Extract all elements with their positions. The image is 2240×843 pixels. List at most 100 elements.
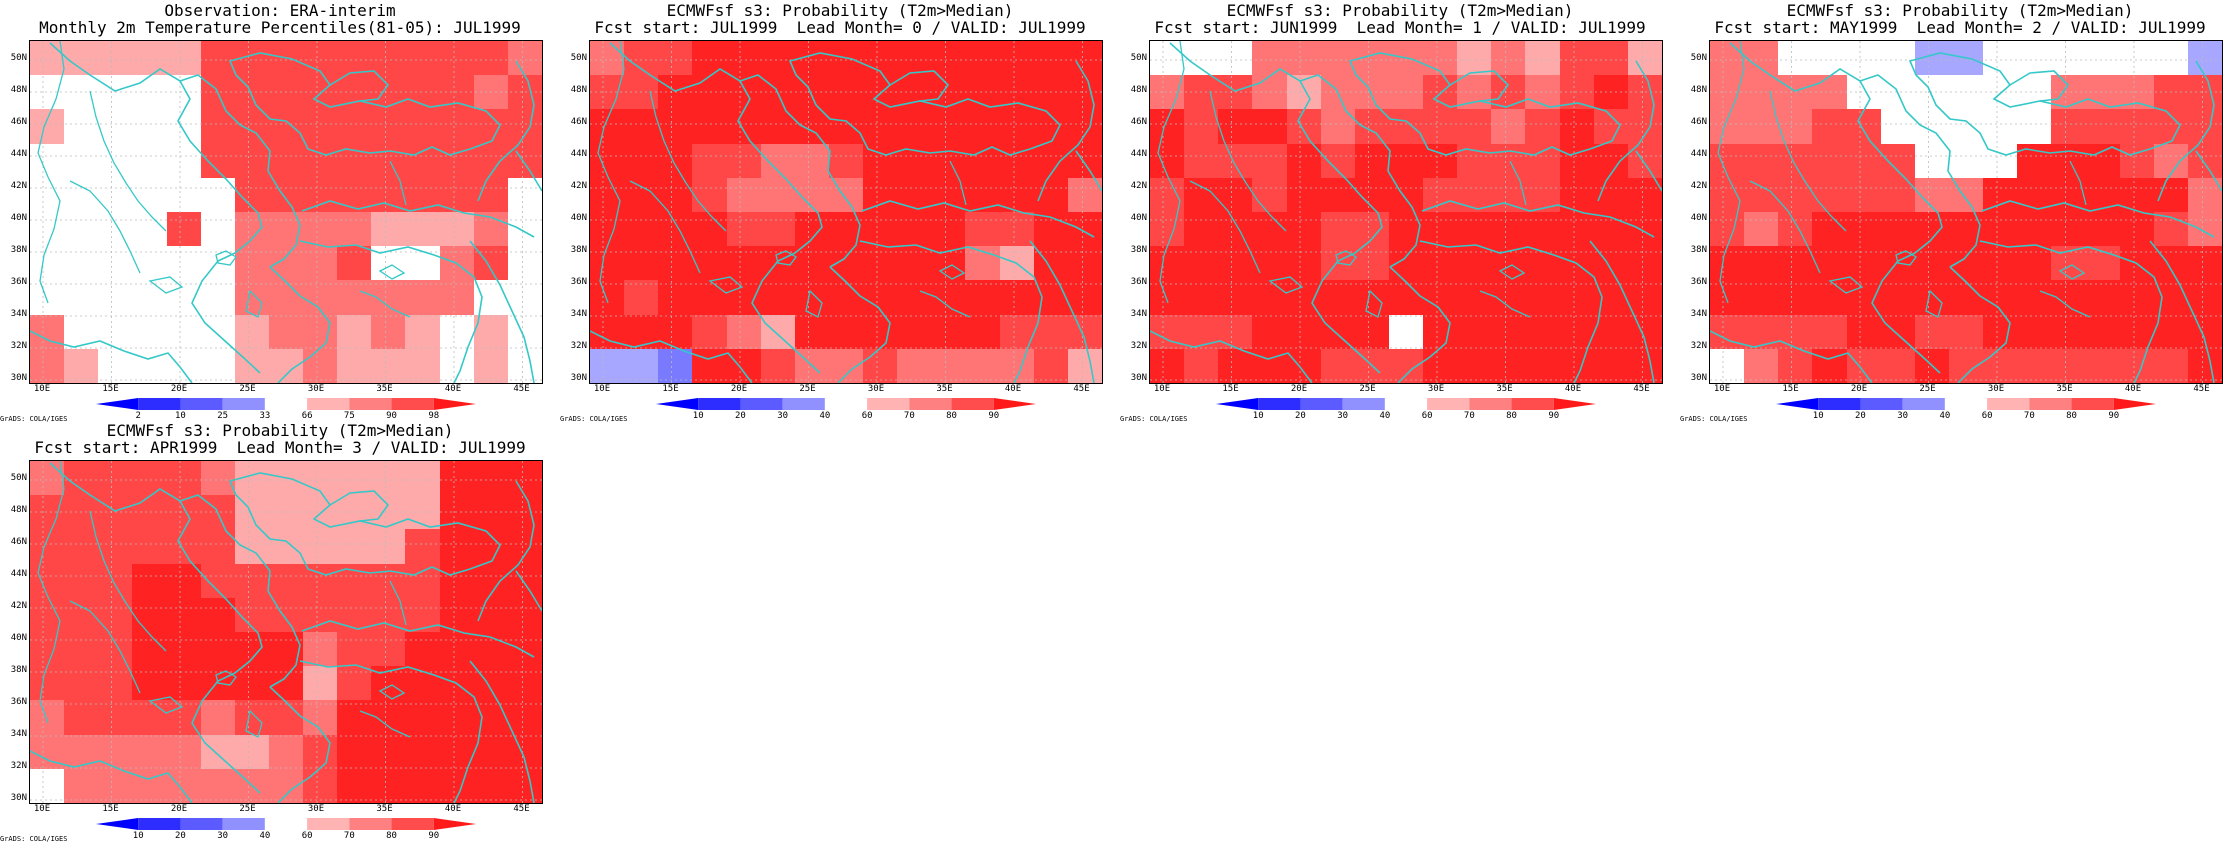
grid-cell bbox=[234, 734, 269, 769]
grid-cell bbox=[30, 700, 65, 735]
grid-cell bbox=[692, 143, 727, 178]
grid-cell bbox=[337, 109, 372, 144]
grid-cell bbox=[1184, 109, 1219, 144]
grid-cell bbox=[1491, 212, 1526, 247]
grid-cell bbox=[507, 529, 542, 564]
grid-cell bbox=[1880, 348, 1915, 383]
grid-cell bbox=[2085, 348, 2120, 383]
grid-cell bbox=[2153, 348, 2188, 383]
lat-tick-label: 32N bbox=[10, 341, 27, 351]
grid-cell bbox=[2187, 212, 2222, 247]
colorbar-segment bbox=[1776, 398, 1819, 410]
grid-cell bbox=[1948, 280, 1984, 315]
grid-cell bbox=[371, 734, 406, 769]
grid-cell bbox=[303, 768, 338, 803]
colorbar bbox=[96, 398, 476, 410]
lon-tick-label: 25E bbox=[239, 384, 256, 394]
colorbar bbox=[656, 398, 1036, 410]
grid-cell bbox=[473, 597, 508, 632]
grid-cell bbox=[268, 280, 304, 315]
colorbar-tick-label: 20 bbox=[1295, 411, 1306, 421]
grid-cell bbox=[1593, 143, 1628, 178]
colorbar-segment bbox=[138, 398, 181, 410]
colorbar-tick-label: 80 bbox=[386, 831, 397, 841]
lat-tick-label: 36N bbox=[10, 277, 27, 287]
grid-cell bbox=[473, 768, 508, 803]
colorbar-tick-label: 25 bbox=[217, 411, 229, 421]
grid-cell bbox=[1423, 177, 1458, 212]
grid-cell bbox=[1525, 280, 1560, 315]
colorbar-segment bbox=[138, 818, 181, 830]
grid-cell bbox=[405, 41, 440, 76]
lat-tick-label: 42N bbox=[1130, 181, 1147, 191]
colorbar-segment bbox=[264, 818, 308, 830]
grid-cell bbox=[98, 700, 133, 735]
lat-tick-label: 46N bbox=[10, 117, 27, 127]
grid-cell bbox=[760, 212, 795, 247]
lat-tick-label: 30N bbox=[1130, 373, 1147, 383]
grid-cell bbox=[166, 529, 201, 564]
colorbar-segment bbox=[180, 398, 223, 410]
grid-cell bbox=[999, 212, 1034, 247]
lat-tick-label: 48N bbox=[1130, 85, 1147, 95]
lat-tick-label: 32N bbox=[1690, 341, 1707, 351]
grid-cell bbox=[371, 461, 406, 496]
grid-cell bbox=[132, 280, 167, 315]
grid-cell bbox=[473, 734, 508, 769]
colorbar-segment bbox=[867, 398, 910, 410]
lat-tick-label: 42N bbox=[1690, 181, 1707, 191]
grads-credit: GrADS: COLA/IGES bbox=[1120, 415, 1188, 423]
grid-cell bbox=[98, 768, 133, 803]
grid-cell bbox=[658, 212, 693, 247]
grid-cell bbox=[1423, 41, 1458, 76]
grid-cell bbox=[64, 700, 99, 735]
grid-cell bbox=[999, 280, 1034, 315]
grid-cell bbox=[30, 461, 65, 496]
grid-cell bbox=[507, 41, 542, 76]
lon-tick-label: 40E bbox=[1564, 384, 1582, 394]
grid-cell bbox=[64, 109, 99, 144]
grid-cell bbox=[2153, 41, 2188, 76]
colorbar-segment bbox=[656, 398, 699, 410]
grid-cell bbox=[405, 212, 440, 247]
colorbar-tick-label: 40 bbox=[1939, 411, 1951, 421]
lon-tick-label: 15E bbox=[1782, 384, 1799, 394]
grid-cell bbox=[1150, 41, 1185, 76]
grid-cell bbox=[2017, 177, 2052, 212]
map-frame bbox=[29, 460, 543, 804]
grid-cell bbox=[439, 177, 474, 212]
lat-tick-label: 32N bbox=[10, 761, 27, 771]
lon-tick-label: 40E bbox=[1004, 384, 1022, 394]
grid-cell bbox=[507, 109, 542, 144]
grid-cell bbox=[98, 529, 133, 564]
lon-tick-label: 45E bbox=[2193, 384, 2210, 394]
grid-cell bbox=[1744, 212, 1779, 247]
grid-cell bbox=[371, 597, 406, 632]
panel-subtitle: Monthly 2m Temperature Percentiles(81-05… bbox=[39, 18, 521, 37]
colorbar-tick-label: 30 bbox=[777, 411, 789, 421]
grid-cell bbox=[132, 563, 167, 598]
grid-cell bbox=[64, 563, 99, 598]
grid-cell bbox=[1914, 280, 1949, 315]
lon-tick-label: 10E bbox=[33, 804, 51, 814]
grid-cell bbox=[303, 41, 338, 76]
colorbar-segment bbox=[993, 398, 1036, 410]
grid-cell bbox=[624, 212, 659, 247]
grid-cell bbox=[1354, 109, 1389, 144]
grid-cell bbox=[692, 212, 727, 247]
grid-cell bbox=[1184, 348, 1219, 383]
lon-tick-label: 10E bbox=[1713, 384, 1731, 394]
grid-cell bbox=[337, 768, 372, 803]
grid-cell bbox=[794, 280, 829, 315]
lon-tick-label: 10E bbox=[33, 384, 51, 394]
grid-cell bbox=[1559, 109, 1594, 144]
grid-cell bbox=[1033, 177, 1068, 212]
grid-cell bbox=[405, 632, 440, 667]
grid-cell bbox=[624, 177, 659, 212]
map-frame bbox=[1149, 40, 1663, 384]
colorbar-segment bbox=[1300, 398, 1343, 410]
grid-cell bbox=[1525, 109, 1560, 144]
grid-cell bbox=[863, 41, 898, 76]
grid-cell bbox=[1457, 41, 1492, 76]
grid-cell bbox=[371, 495, 406, 530]
